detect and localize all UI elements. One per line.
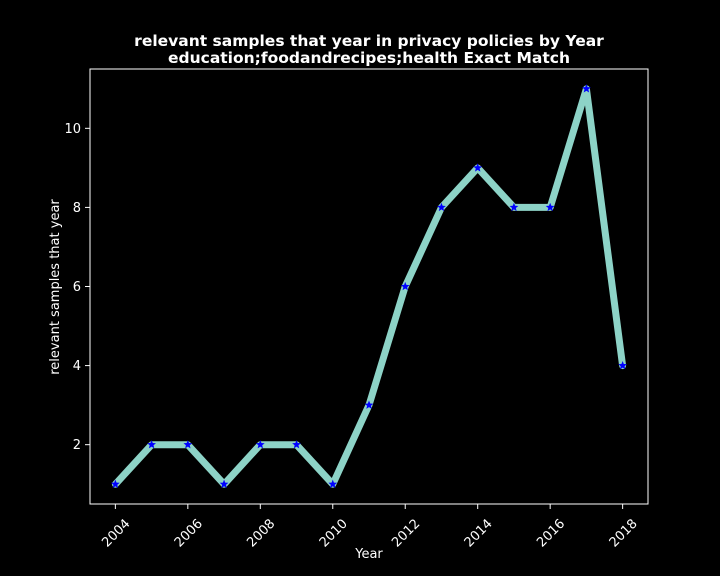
x-tick-label: 2010 (317, 516, 351, 550)
data-point (255, 440, 265, 449)
data-point (437, 202, 446, 212)
data-point (545, 202, 555, 212)
series-line (111, 85, 627, 488)
data-point (110, 479, 120, 488)
y-tick-label: 2 (73, 438, 81, 453)
data-point (582, 84, 591, 93)
data-point (473, 163, 483, 172)
x-tick-label: 2008 (244, 516, 278, 550)
plot-frame (89, 68, 649, 505)
y-axis-ticks: 2 4 6 8 10 (64, 122, 90, 453)
data-point (364, 400, 374, 409)
data-point (618, 360, 628, 370)
data-point (328, 479, 338, 488)
x-axis-label: Year (354, 547, 383, 562)
y-tick-label: 4 (73, 359, 81, 374)
data-point (292, 440, 301, 449)
x-tick-label: 2018 (607, 516, 641, 550)
chart-title: relevant samples that year in privacy po… (134, 32, 604, 50)
x-tick-label: 2012 (389, 516, 423, 550)
x-tick-label: 2014 (462, 516, 496, 550)
y-tick-label: 10 (64, 122, 81, 137)
y-axis-label: relevant samples that year (48, 199, 63, 375)
data-point (183, 440, 193, 449)
data-point (219, 479, 229, 488)
data-point (509, 202, 519, 212)
chart-subtitle: education;foodandrecipes;health Exact Ma… (168, 49, 570, 67)
y-tick-label: 6 (73, 280, 81, 295)
data-point (400, 281, 410, 291)
x-tick-label: 2004 (99, 516, 133, 550)
x-axis-ticks: 2004 2006 2008 2010 2012 2014 2016 2018 (99, 504, 641, 550)
x-tick-label: 2006 (172, 516, 206, 550)
y-tick-label: 8 (73, 201, 81, 216)
data-point (147, 440, 156, 449)
series-markers (110, 84, 628, 488)
x-tick-label: 2016 (534, 516, 568, 550)
